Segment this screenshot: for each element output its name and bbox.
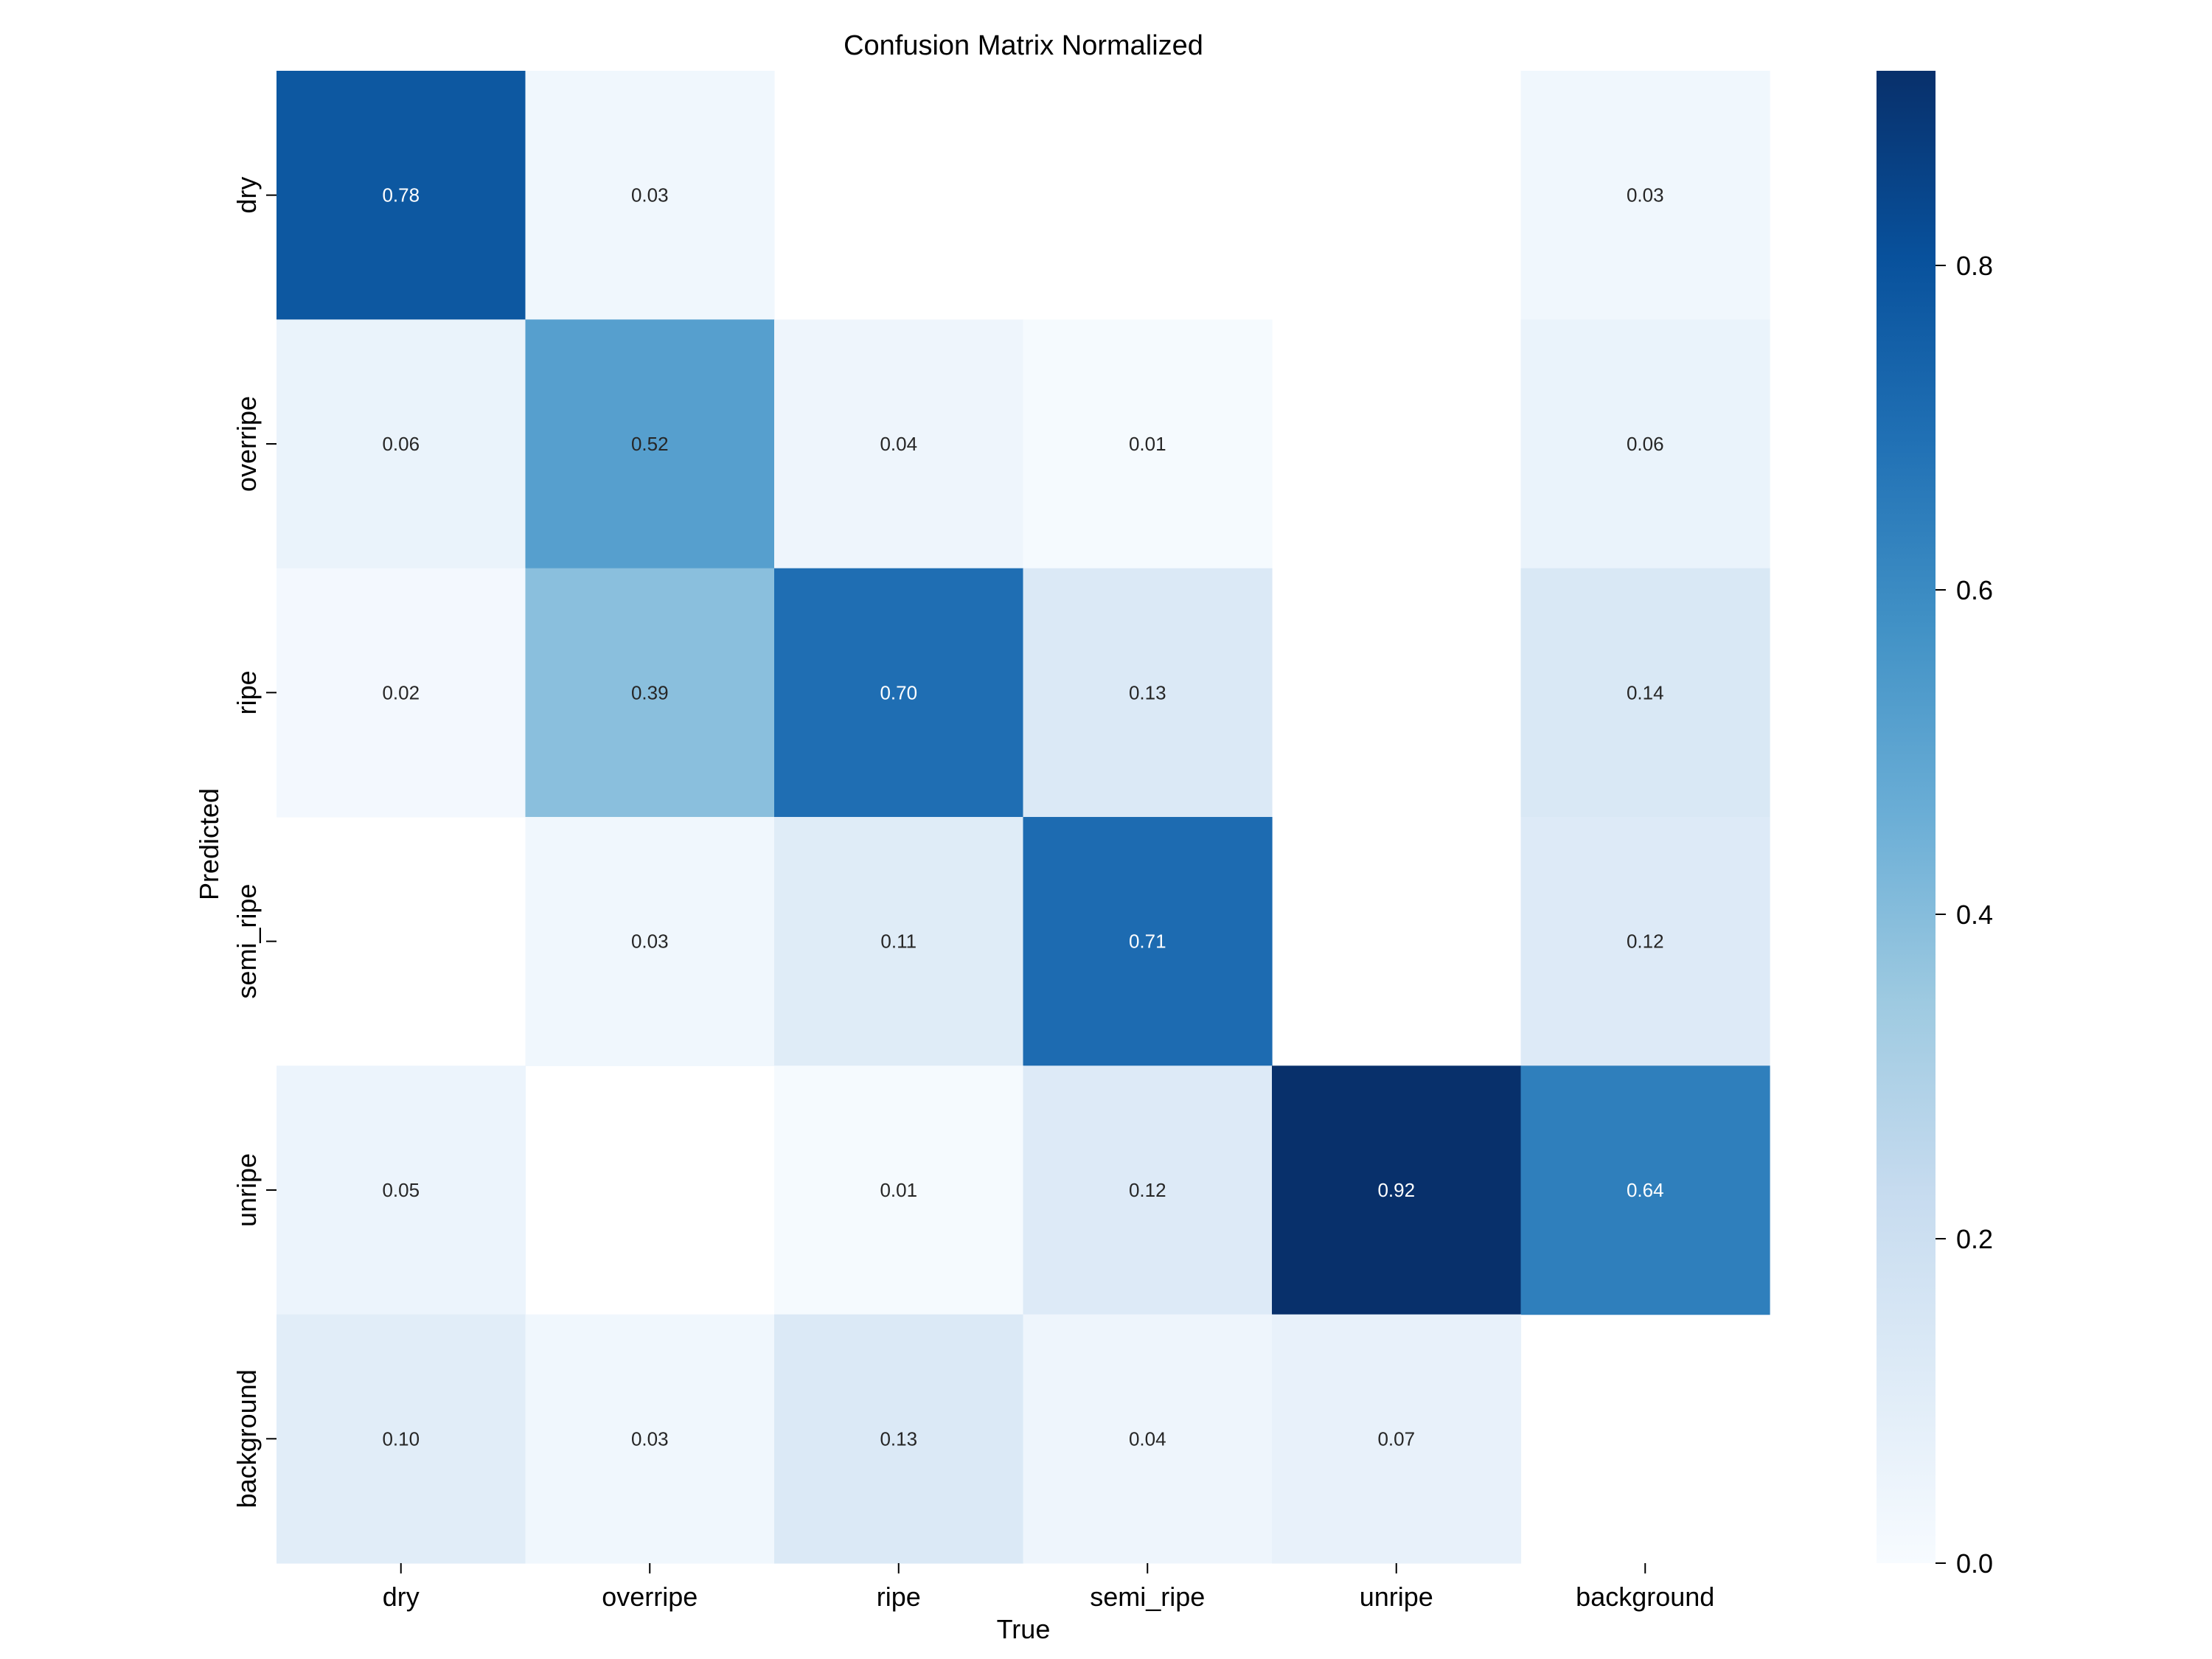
cell-value-label: 0.01 — [1129, 433, 1166, 455]
colorbar-tick-label: 0.2 — [1956, 1224, 1993, 1254]
heatmap-cell — [276, 1314, 526, 1564]
heatmap-cell — [276, 568, 526, 818]
colorbar-tick-label: 0.0 — [1956, 1548, 1993, 1579]
chart-title: Confusion Matrix Normalized — [844, 30, 1203, 61]
x-tick-label: overripe — [602, 1582, 698, 1612]
y-tick-label: ripe — [232, 670, 262, 714]
cell-value-label: 0.52 — [631, 433, 669, 455]
heatmap-cell — [1023, 816, 1273, 1066]
x-tick-label: background — [1576, 1582, 1714, 1612]
cell-value-label: 0.05 — [382, 1179, 420, 1201]
colorbar — [1877, 71, 1935, 1563]
cell-value-label: 0.71 — [1129, 931, 1166, 953]
cell-value-label: 0.92 — [1377, 1179, 1415, 1201]
cell-value-label: 0.13 — [1129, 681, 1166, 703]
heatmap-cell — [1520, 71, 1770, 320]
y-tick-label: semi_ripe — [232, 884, 262, 999]
heatmap-cell — [1520, 568, 1770, 818]
cell-value-label: 0.10 — [382, 1427, 420, 1450]
cell-value-label: 0.04 — [1129, 1427, 1166, 1450]
heatmap-cell — [1520, 1065, 1770, 1315]
cell-value-label: 0.12 — [1129, 1179, 1166, 1201]
cell-value-label: 0.07 — [1377, 1427, 1415, 1450]
cell-value-label: 0.14 — [1627, 681, 1664, 703]
cell-value-label: 0.12 — [1627, 931, 1664, 953]
heatmap-cells: 0.78 0.03 0.03 0.06 0.52 0.04 0.01 0.06 0.02 0.39… — [276, 71, 1770, 1564]
cell-value-label: 0.06 — [1627, 433, 1664, 455]
heatmap-cell — [525, 319, 775, 569]
cell-value-label: 0.11 — [880, 931, 917, 953]
x-tick-label: ripe — [877, 1582, 921, 1612]
heatmap-cell — [276, 319, 526, 569]
cell-value-label: 0.06 — [382, 433, 420, 455]
cell-value-label: 0.02 — [382, 681, 420, 703]
heatmap-cell — [774, 319, 1024, 569]
x-axis-ticks: dry overripe ripe semi_ripe unripe background — [383, 1562, 1714, 1612]
y-tick-label: dry — [232, 177, 262, 214]
x-tick-label: semi_ripe — [1090, 1582, 1205, 1612]
heatmap-cell — [1023, 319, 1273, 569]
y-axis-label: Predicted — [194, 788, 224, 900]
y-tick-label: overripe — [232, 396, 262, 492]
heatmap-cell — [1272, 1314, 1522, 1564]
heatmap-cell — [525, 71, 775, 320]
cell-value-label: 0.64 — [1627, 1179, 1664, 1201]
cell-value-label: 0.13 — [880, 1427, 917, 1450]
heatmap-cell — [276, 71, 526, 320]
heatmap-cell — [1520, 319, 1770, 569]
cell-value-label: 0.01 — [880, 1179, 917, 1201]
heatmap-cell — [1023, 568, 1273, 818]
x-tick-label: unripe — [1360, 1582, 1433, 1612]
heatmap-cell — [1520, 816, 1770, 1066]
heatmap-cell — [1023, 1065, 1273, 1315]
y-tick-label: unripe — [232, 1153, 262, 1227]
cell-value-label: 0.03 — [631, 1427, 669, 1450]
heatmap-cell — [1272, 1065, 1522, 1315]
heatmap-cell — [276, 1065, 526, 1315]
cell-value-label: 0.04 — [880, 433, 917, 455]
cell-value-label: 0.03 — [631, 184, 669, 206]
heatmap-cell — [525, 816, 775, 1066]
heatmap-cell — [1023, 1314, 1273, 1564]
colorbar-tick-label: 0.4 — [1956, 900, 1993, 930]
colorbar-tick-label: 0.8 — [1956, 251, 1993, 281]
cell-value-label: 0.70 — [880, 681, 917, 703]
cell-value-label: 0.39 — [631, 681, 669, 703]
x-tick-label: dry — [383, 1582, 420, 1612]
heatmap-cell — [774, 1314, 1024, 1564]
cell-value-label: 0.78 — [382, 184, 420, 206]
x-axis-label: True — [997, 1614, 1051, 1644]
colorbar-ticks: 0.0 0.2 0.4 0.6 0.8 — [1935, 251, 1993, 1579]
colorbar-tick-label: 0.6 — [1956, 575, 1993, 605]
heatmap-cell — [774, 816, 1024, 1066]
heatmap-cell — [525, 568, 775, 818]
heatmap-cell — [774, 1065, 1024, 1315]
y-tick-label: background — [232, 1369, 262, 1508]
heatmap-cell — [525, 1314, 775, 1564]
heatmap-cell — [774, 568, 1024, 818]
cell-value-label: 0.03 — [1627, 184, 1664, 206]
cell-value-label: 0.03 — [631, 931, 669, 953]
